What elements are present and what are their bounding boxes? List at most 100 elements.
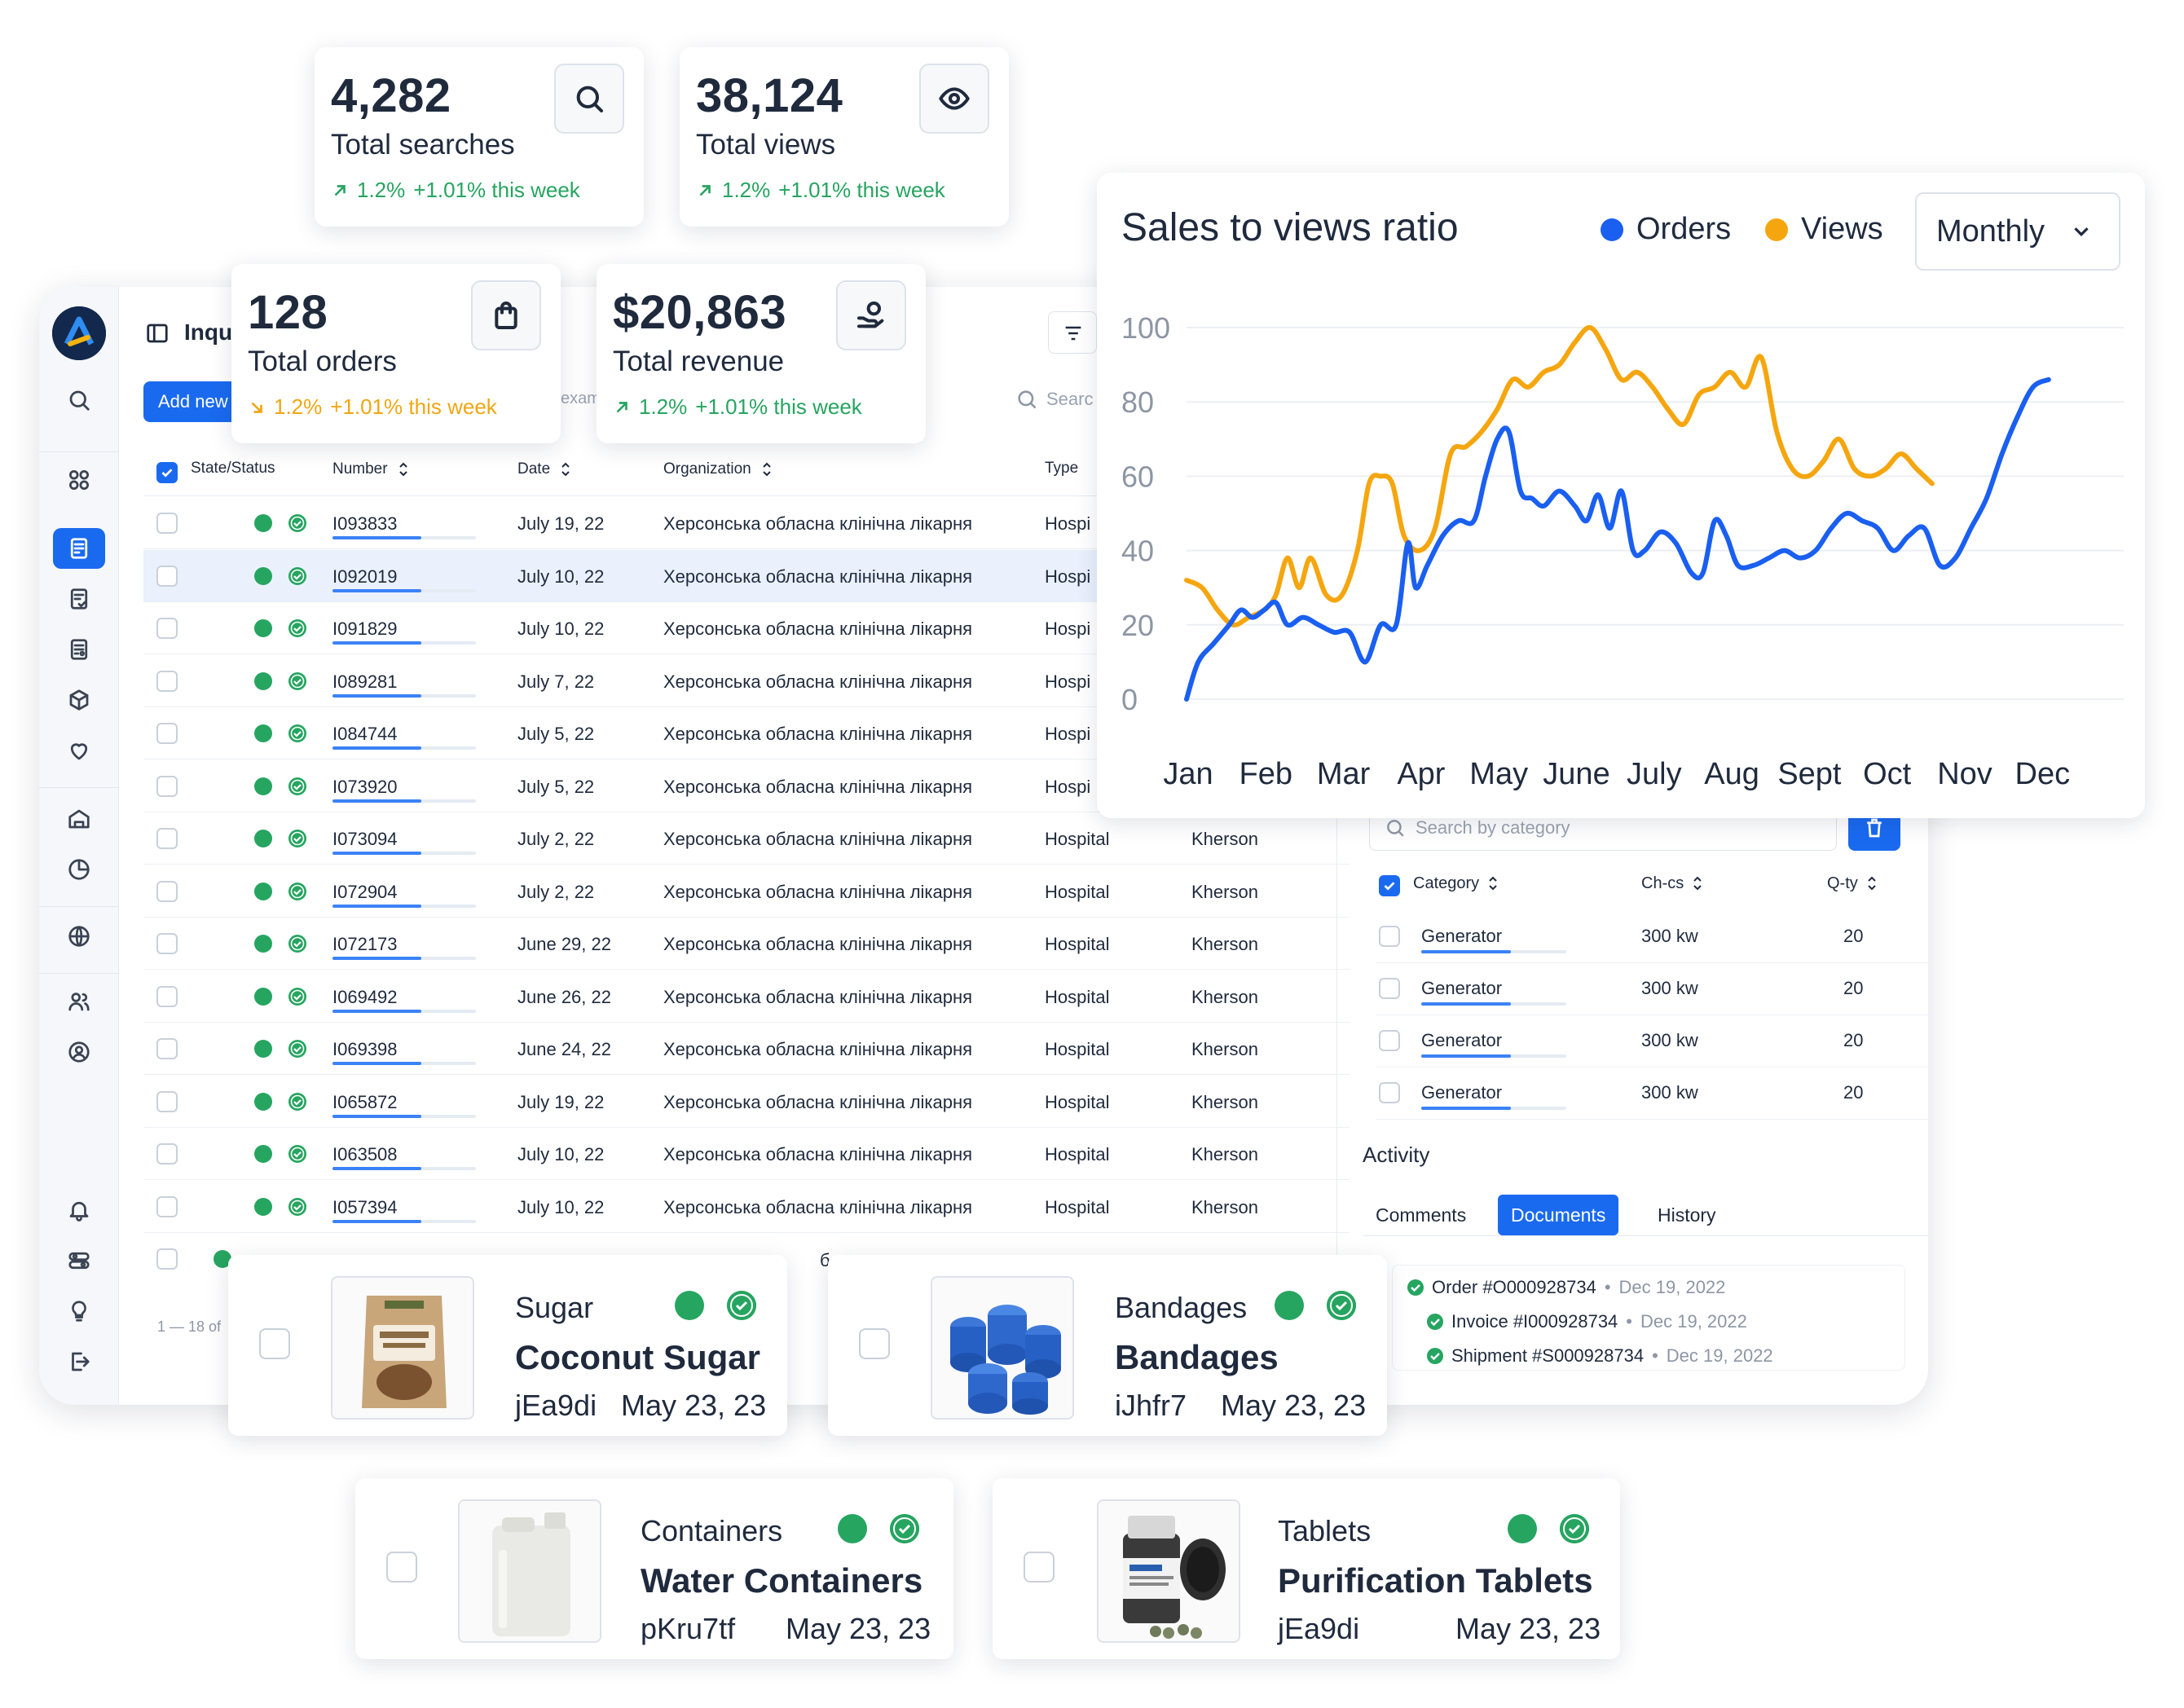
col-category[interactable]: Category (1413, 874, 1499, 893)
category-row-checkbox[interactable] (1379, 926, 1400, 947)
row-checkbox[interactable] (156, 775, 178, 797)
row-checkbox[interactable] (156, 618, 178, 639)
col-number[interactable]: Number (332, 460, 409, 479)
category-name[interactable]: Generator (1421, 1030, 1503, 1050)
product-checkbox[interactable] (859, 1328, 890, 1359)
app-logo[interactable] (52, 306, 106, 360)
panel-toggle-icon[interactable] (145, 321, 170, 346)
category-row[interactable]: Generator 300 kw 20 (1376, 1015, 1928, 1068)
category-name[interactable]: Generator (1421, 978, 1503, 998)
category-row-checkbox[interactable] (1379, 1082, 1400, 1103)
category-row[interactable]: Generator 300 kw 20 (1376, 963, 1928, 1015)
table-row[interactable]: I069398 June 24, 22 Херсонська обласна клі… (143, 1023, 1350, 1075)
search-icon-button[interactable] (554, 64, 624, 134)
table-row[interactable]: I091829 July 10, 22 Херсонська обласна клі… (143, 602, 1350, 654)
series-line-views[interactable] (1184, 324, 1935, 627)
category-name[interactable]: Generator (1421, 1082, 1503, 1103)
row-number[interactable]: I065872 (332, 1091, 398, 1112)
sidebar-logout-icon[interactable] (53, 1341, 105, 1382)
sidebar-orders-icon[interactable] (53, 579, 105, 619)
table-row[interactable]: I072173 June 29, 22 Херсонська обласна клі… (143, 918, 1350, 970)
activity-item[interactable]: Invoice #I000928734 • Dec 19, 2022 (1427, 1311, 1747, 1332)
row-number[interactable]: I069492 (332, 986, 398, 1007)
row-number[interactable]: I073094 (332, 829, 398, 849)
product-card[interactable]: Containers Water Containers pKru7tf May … (355, 1478, 953, 1659)
row-number[interactable]: I089281 (332, 671, 398, 692)
row-number[interactable]: I057394 (332, 1196, 398, 1217)
row-checkbox[interactable] (156, 985, 178, 1007)
table-row[interactable]: I073920 July 5, 22 Херсонська обласна клін… (143, 760, 1350, 812)
category-row[interactable]: Generator 300 kw 20 (1376, 1068, 1928, 1120)
row-number[interactable]: I093833 (332, 513, 398, 534)
sidebar-reports-icon[interactable] (53, 849, 105, 890)
row-checkbox[interactable] (156, 513, 178, 534)
sidebar-settings-icon[interactable] (53, 1240, 105, 1281)
product-checkbox[interactable] (1024, 1552, 1055, 1583)
sidebar-warehouse-icon[interactable] (53, 799, 105, 839)
legend-orders[interactable]: Orders (1601, 212, 1731, 247)
sidebar-bell-icon[interactable] (53, 1190, 105, 1230)
shopping-bag-icon-button[interactable] (471, 280, 541, 350)
row-checkbox[interactable] (156, 1248, 178, 1270)
col-state-status[interactable]: State/Status (191, 460, 275, 477)
table-search[interactable]: Searc (1015, 388, 1093, 411)
col-qty[interactable]: Q-ty (1827, 874, 1878, 893)
filter-button[interactable] (1048, 311, 1097, 354)
tab-comments[interactable]: Comments (1376, 1204, 1467, 1226)
col-chcs[interactable]: Ch-cs (1641, 874, 1703, 893)
table-row[interactable]: I073094 July 2, 22 Херсонська обласна клін… (143, 812, 1350, 865)
row-checkbox[interactable] (156, 1143, 178, 1164)
product-card[interactable]: Bandages Bandages iJhfr7 May 23, 23 (828, 1255, 1387, 1436)
row-checkbox[interactable] (156, 880, 178, 902)
product-checkbox[interactable] (386, 1552, 417, 1583)
product-card[interactable]: Tablets Purification Tablets jEa9di May … (993, 1478, 1620, 1659)
row-number[interactable]: I063508 (332, 1144, 398, 1164)
table-row[interactable]: I069492 June 26, 22 Херсонська обласна клі… (143, 971, 1350, 1023)
table-row[interactable]: I057394 July 10, 22 Херсонська обласна клі… (143, 1181, 1350, 1233)
sidebar-profile-icon[interactable] (53, 1032, 105, 1072)
table-row[interactable]: I093833 July 19, 22 Херсонська обласна клі… (143, 497, 1350, 549)
revenue-icon-button[interactable] (836, 280, 906, 350)
select-all-category-checkbox[interactable] (1379, 875, 1400, 896)
row-checkbox[interactable] (156, 565, 178, 587)
tab-documents[interactable]: Documents (1498, 1195, 1619, 1235)
select-all-checkbox[interactable] (156, 462, 178, 483)
table-row[interactable]: I065872 July 19, 22 Херсонська обласна клі… (143, 1076, 1350, 1128)
eye-icon-button[interactable] (919, 64, 989, 134)
legend-views[interactable]: Views (1765, 212, 1883, 247)
row-number[interactable]: I072173 (332, 934, 398, 954)
sidebar-dashboard-icon[interactable] (53, 460, 105, 500)
period-select[interactable]: Monthly (1915, 192, 2120, 271)
row-checkbox[interactable] (156, 933, 178, 954)
row-number[interactable]: I073920 (332, 776, 398, 797)
row-checkbox[interactable] (156, 670, 178, 692)
activity-item[interactable]: Shipment #S000928734 • Dec 19, 2022 (1427, 1345, 1773, 1367)
col-organization[interactable]: Organization (663, 460, 773, 479)
category-row[interactable]: Generator 300 kw 20 (1376, 911, 1928, 963)
category-name[interactable]: Generator (1421, 926, 1503, 946)
sidebar-products-icon[interactable] (53, 680, 105, 720)
table-row[interactable]: I089281 July 7, 22 Херсонська обласна клін… (143, 655, 1350, 707)
sidebar-invoices-icon[interactable] (53, 629, 105, 670)
sidebar-globe-icon[interactable] (53, 916, 105, 957)
tab-history[interactable]: History (1658, 1204, 1716, 1226)
row-checkbox[interactable] (156, 1195, 178, 1217)
sidebar-users-icon[interactable] (53, 981, 105, 1022)
activity-item[interactable]: Order #O000928734 • Dec 19, 2022 (1407, 1277, 1725, 1298)
col-type[interactable]: Type (1045, 460, 1079, 477)
table-row[interactable]: I072904 July 2, 22 Херсонська обласна клін… (143, 865, 1350, 918)
sidebar-search-icon[interactable] (53, 380, 105, 420)
col-date[interactable]: Date (517, 460, 571, 479)
category-row-checkbox[interactable] (1379, 978, 1400, 999)
row-checkbox[interactable] (156, 723, 178, 744)
row-number[interactable]: I091829 (332, 618, 398, 639)
row-number[interactable]: I084744 (332, 724, 398, 744)
series-line-orders[interactable] (1184, 376, 2051, 702)
add-new-button[interactable]: Add new (143, 381, 243, 422)
category-row-checkbox[interactable] (1379, 1030, 1400, 1051)
table-row[interactable]: I084744 July 5, 22 Херсонська обласна клін… (143, 707, 1350, 759)
sidebar-tips-icon[interactable] (53, 1291, 105, 1332)
product-checkbox[interactable] (259, 1328, 290, 1359)
row-number[interactable]: I069398 (332, 1039, 398, 1059)
sidebar-donations-icon[interactable] (53, 730, 105, 771)
